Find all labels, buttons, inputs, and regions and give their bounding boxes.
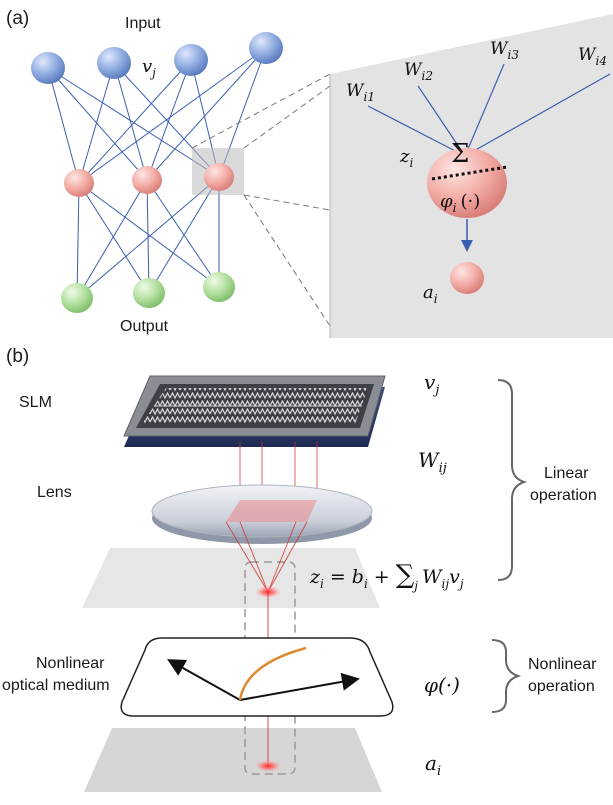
linear-operation-line2: operation bbox=[530, 487, 597, 504]
panel-a: (a) Input Output vj bbox=[6, 8, 613, 338]
nonlinear-response-curve bbox=[238, 646, 307, 701]
zoom-connectors bbox=[191, 73, 331, 327]
output-nodes bbox=[61, 272, 235, 313]
panel-b-label: (b) bbox=[6, 346, 29, 367]
output-spot bbox=[255, 760, 281, 772]
input-node bbox=[97, 47, 131, 79]
focal-plane bbox=[82, 548, 380, 608]
lens-label: Lens bbox=[37, 484, 72, 501]
output-variable: ai bbox=[425, 751, 441, 779]
neuron-divider bbox=[431, 165, 508, 181]
nonlinear-function: φ(·) bbox=[424, 673, 460, 697]
lens bbox=[151, 484, 373, 544]
panel-b: (b) SLM Lens bbox=[2, 346, 597, 792]
output-node bbox=[133, 278, 165, 308]
hidden-nodes bbox=[64, 163, 234, 197]
nonlinear-operation-line1: Nonlinear bbox=[528, 656, 597, 673]
lens-weight: Wij bbox=[418, 448, 447, 476]
input-node bbox=[174, 44, 208, 76]
nonlinear-medium bbox=[120, 637, 394, 717]
panel-a-label: (a) bbox=[6, 8, 29, 29]
weight-label: Wi2 bbox=[404, 60, 433, 83]
output-node bbox=[61, 283, 93, 313]
zoom-weights: Wi1 Wi2 Wi3 Wi4 bbox=[346, 39, 607, 104]
linear-equation: zi = bi + ∑j Wijvj bbox=[309, 560, 464, 593]
nonlinear-operation-line2: operation bbox=[528, 678, 595, 695]
input-nodes bbox=[31, 32, 283, 84]
z-label: zi bbox=[399, 146, 413, 170]
output-label: Output bbox=[120, 318, 169, 335]
slm-device bbox=[123, 375, 386, 447]
input-node bbox=[31, 52, 65, 84]
hidden-node bbox=[204, 163, 234, 191]
output-neuron bbox=[450, 262, 484, 294]
zoom-weight-lines bbox=[367, 63, 611, 157]
weight-label: Wi4 bbox=[578, 45, 607, 68]
network-edges bbox=[47, 47, 267, 299]
weight-label: Wi1 bbox=[346, 81, 375, 104]
medium-label-line1: Nonlinear bbox=[36, 655, 105, 672]
hidden-node bbox=[132, 166, 162, 194]
medium-x-axis bbox=[239, 672, 360, 701]
input-label: Input bbox=[125, 15, 161, 32]
output-plane bbox=[84, 728, 382, 792]
a-label: ai bbox=[423, 282, 438, 306]
output-node bbox=[203, 272, 235, 302]
sum-symbol: Σ bbox=[451, 139, 469, 169]
hidden-node bbox=[64, 169, 94, 197]
slm-variable: vj bbox=[424, 370, 439, 398]
input-node bbox=[249, 32, 283, 64]
linear-operation-line1: Linear bbox=[544, 465, 589, 482]
zoom-neuron bbox=[427, 148, 507, 218]
medium-label-line2: optical medium bbox=[2, 677, 110, 694]
nonlinear-brace bbox=[491, 639, 522, 713]
slm-label: SLM bbox=[19, 394, 52, 411]
input-variable: vj bbox=[142, 56, 156, 80]
beam-converging bbox=[225, 521, 308, 593]
activation-function: φi (·) bbox=[440, 191, 480, 215]
linear-brace bbox=[497, 379, 528, 581]
weight-label: Wi3 bbox=[490, 39, 519, 62]
medium-y-axis bbox=[167, 659, 241, 701]
